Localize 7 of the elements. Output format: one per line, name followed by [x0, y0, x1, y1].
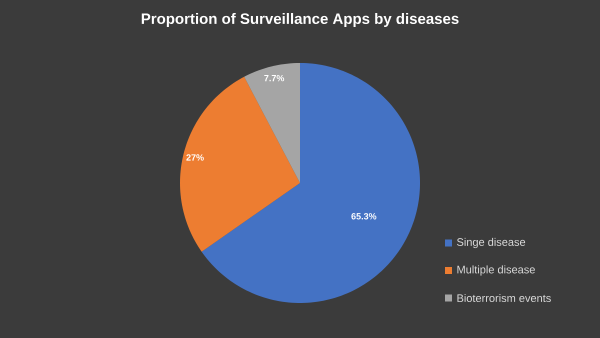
- data-label: 27%: [186, 154, 204, 161]
- data-label: 7.7%: [264, 74, 284, 82]
- legend-label: Singe disease: [457, 238, 526, 248]
- legend-label: Bioterrorism events: [457, 294, 551, 302]
- data-label: 65.3%: [351, 213, 376, 220]
- legend-label: Multiple disease: [457, 265, 535, 276]
- chart-title: Proportion of Surveillance Apps by diseases: [142, 13, 459, 27]
